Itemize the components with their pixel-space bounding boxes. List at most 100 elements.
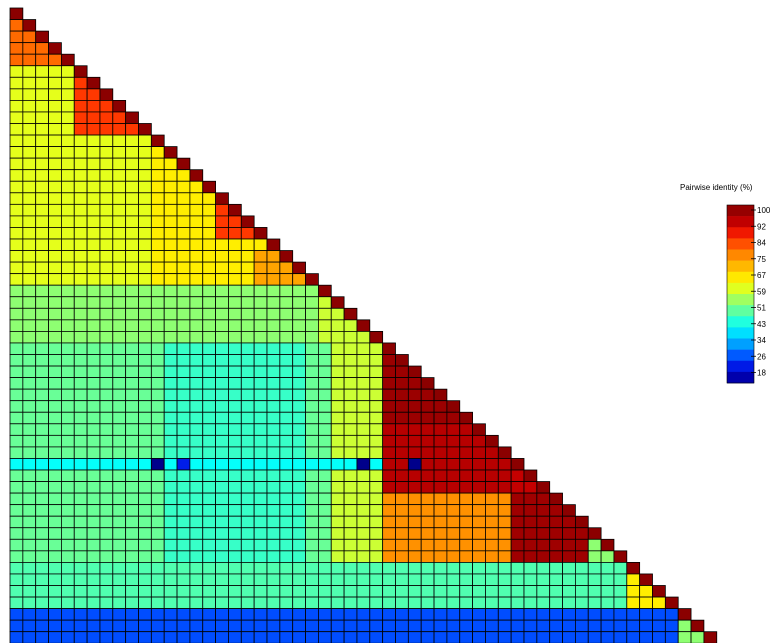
- heatmap-cell: [86, 261, 101, 275]
- heatmap-cell: [215, 458, 229, 471]
- heatmap-cell: [189, 203, 204, 217]
- heatmap-cell: [266, 400, 281, 413]
- legend-tick-label: 26: [757, 352, 766, 361]
- heatmap-cell: [395, 354, 409, 367]
- heatmap-cell: [202, 319, 217, 332]
- heatmap-cell: [587, 608, 602, 621]
- heatmap-cell: [549, 608, 563, 621]
- legend-swatch: [727, 227, 754, 239]
- heatmap-cell: [86, 619, 101, 633]
- legend-tick-label: 92: [757, 222, 766, 231]
- heatmap-cell: [61, 227, 75, 240]
- heatmap-cell: [48, 481, 62, 494]
- heatmap-cell: [73, 527, 88, 540]
- heatmap-cell: [112, 515, 127, 529]
- heatmap-cell: [215, 434, 229, 448]
- heatmap-cell: [138, 180, 152, 194]
- heatmap-cell: [266, 423, 281, 436]
- heatmap-cell: [163, 608, 178, 621]
- heatmap-cell: [420, 515, 435, 529]
- heatmap-cell: [382, 608, 396, 621]
- heatmap-cell: [626, 631, 641, 643]
- heatmap-cell: [228, 342, 242, 355]
- heatmap-cell: [266, 481, 281, 494]
- heatmap-cell: [497, 538, 512, 552]
- heatmap-cell: [189, 342, 204, 355]
- heatmap-cell: [35, 157, 49, 171]
- heatmap-cell: [253, 238, 268, 251]
- heatmap-cell: [112, 400, 127, 413]
- heatmap-cell: [99, 180, 114, 194]
- heatmap-cell: [163, 284, 178, 298]
- heatmap-cell: [125, 157, 139, 171]
- heatmap-cell: [22, 562, 37, 575]
- heatmap-cell: [279, 596, 294, 609]
- heatmap-cell: [35, 203, 49, 217]
- heatmap-cell: [202, 492, 217, 506]
- heatmap-cell: [125, 515, 139, 529]
- heatmap-cell: [215, 400, 229, 413]
- heatmap-cell: [497, 527, 512, 540]
- heatmap-cell: [459, 458, 474, 471]
- heatmap-cell: [48, 434, 62, 448]
- heatmap-cell: [497, 446, 512, 459]
- heatmap-cell: [138, 388, 152, 402]
- heatmap-cell: [305, 562, 319, 575]
- heatmap-cell: [228, 504, 242, 517]
- heatmap-cell: [99, 585, 114, 598]
- heatmap-cell: [407, 469, 422, 482]
- heatmap-cell: [266, 631, 281, 643]
- heatmap-cell: [497, 481, 512, 494]
- heatmap-cell: [343, 342, 358, 355]
- heatmap-cell: [330, 631, 345, 643]
- heatmap-cell: [253, 354, 268, 367]
- heatmap-cell: [202, 619, 217, 633]
- heatmap-cell: [202, 562, 217, 575]
- heatmap-cell: [73, 446, 88, 459]
- heatmap-cell: [626, 573, 641, 586]
- heatmap-cell: [523, 504, 538, 517]
- heatmap-cell: [459, 481, 474, 494]
- heatmap-cell: [356, 619, 371, 633]
- heatmap-cell: [189, 261, 204, 275]
- heatmap-cell: [228, 458, 242, 471]
- heatmap-cell: [343, 515, 358, 529]
- heatmap-cell: [382, 631, 396, 643]
- heatmap-cell: [305, 619, 319, 633]
- heatmap-cell: [407, 492, 422, 506]
- heatmap-cell: [395, 365, 409, 378]
- heatmap-cell: [86, 354, 101, 367]
- heatmap-cell: [600, 538, 615, 552]
- heatmap-cell: [9, 434, 24, 448]
- heatmap-cell: [163, 492, 178, 506]
- heatmap-cell: [253, 227, 268, 240]
- heatmap-cell: [22, 227, 37, 240]
- heatmap-cell: [189, 377, 204, 390]
- heatmap-cell: [279, 354, 294, 367]
- heatmap-cell: [446, 573, 461, 586]
- heatmap-cell: [228, 215, 242, 228]
- heatmap-cell: [138, 400, 152, 413]
- heatmap-cell: [292, 423, 306, 436]
- heatmap-cell: [369, 515, 384, 529]
- heatmap-cell: [48, 342, 62, 355]
- heatmap-cell: [9, 100, 24, 113]
- heatmap-cell: [163, 631, 178, 643]
- heatmap-cell: [279, 411, 294, 425]
- heatmap-cell: [9, 608, 24, 621]
- legend-tick-label: 18: [757, 369, 766, 378]
- heatmap-cell: [22, 446, 37, 459]
- heatmap-cell: [112, 377, 127, 390]
- heatmap-cell: [356, 400, 371, 413]
- heatmap-cell: [35, 573, 49, 586]
- heatmap-cell: [73, 619, 88, 633]
- heatmap-cell: [305, 492, 319, 506]
- legend-swatch: [727, 216, 754, 228]
- heatmap-cell: [420, 411, 435, 425]
- heatmap-cell: [240, 469, 255, 482]
- heatmap-cell: [61, 608, 75, 621]
- heatmap-cell: [48, 157, 62, 171]
- legend-tick-label: 84: [757, 239, 766, 248]
- heatmap-cell: [138, 342, 152, 355]
- heatmap-cell: [407, 631, 422, 643]
